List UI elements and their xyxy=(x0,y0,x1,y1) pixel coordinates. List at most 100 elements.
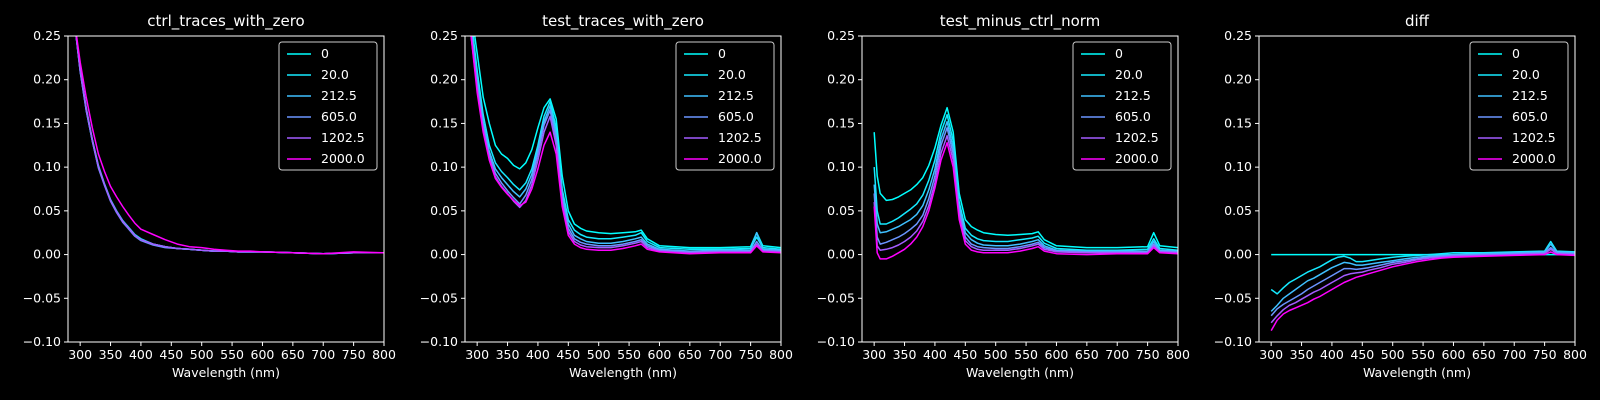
series-line-2000.0 xyxy=(75,36,384,255)
x-tick-label: 650 xyxy=(1075,347,1099,362)
x-tick-label: 750 xyxy=(1533,347,1557,362)
series-line-1202.5 xyxy=(873,134,1178,254)
legend-label: 2000.0 xyxy=(1115,151,1159,166)
x-tick-label: 300 xyxy=(465,347,489,362)
chart-title: diff xyxy=(1405,12,1430,30)
x-tick-label: 350 xyxy=(893,347,917,362)
x-tick-label: 400 xyxy=(129,347,153,362)
axes-frame xyxy=(1258,35,1576,343)
x-tick-label: 350 xyxy=(99,347,123,362)
x-tick-label: 500 xyxy=(984,347,1008,362)
y-tick-label: 0.05 xyxy=(827,203,855,218)
x-tick-label: 550 xyxy=(1411,347,1435,362)
x-tick-label: 600 xyxy=(1442,347,1466,362)
y-tick-label: 0.05 xyxy=(1224,203,1252,218)
y-tick-label: 0.15 xyxy=(33,115,61,130)
x-tick-label: 450 xyxy=(556,347,580,362)
series-line-20.0 xyxy=(472,36,781,251)
x-tick-label: 550 xyxy=(220,347,244,362)
legend-label: 212.5 xyxy=(321,88,357,103)
legend-label: 1202.5 xyxy=(321,130,365,145)
y-tick-label: 0.20 xyxy=(827,72,855,87)
x-axis-label: Wavelength (nm) xyxy=(1363,365,1471,380)
y-tick-label: 0.05 xyxy=(33,203,61,218)
x-tick-label: 550 xyxy=(617,347,641,362)
legend-label: 1202.5 xyxy=(1512,130,1556,145)
legend-label: 0 xyxy=(321,46,329,61)
chart-title: test_traces_with_zero xyxy=(542,12,704,31)
y-tick-label: 0.00 xyxy=(827,247,855,262)
series-group xyxy=(470,36,781,255)
series-line-0 xyxy=(873,106,1178,249)
series-line-212.5 xyxy=(471,36,781,252)
y-tick-label: 0.15 xyxy=(827,115,855,130)
x-tick-label: 800 xyxy=(1166,347,1190,362)
x-tick-label: 400 xyxy=(1320,347,1344,362)
x-tick-label: 750 xyxy=(1136,347,1160,362)
y-tick-label: −0.10 xyxy=(1214,334,1252,349)
series-line-2000.0 xyxy=(873,141,1178,260)
x-tick-label: 450 xyxy=(1350,347,1374,362)
series-group xyxy=(1270,240,1575,331)
chart-panel-1: ctrl_traces_with_zero −0.10 −0.05 0.00 0.05 0… xyxy=(23,12,396,380)
y-tick-label: 0.20 xyxy=(1224,72,1252,87)
axes-frame xyxy=(861,35,1179,343)
y-tick-label: −0.05 xyxy=(420,290,458,305)
legend-label: 2000.0 xyxy=(1512,151,1556,166)
legend: 0 20.0 212.5 605.0 1202.5 2000.0 xyxy=(278,41,378,171)
x-tick-label: 800 xyxy=(769,347,793,362)
x-tick-label: 650 xyxy=(281,347,305,362)
x-tick-label: 300 xyxy=(68,347,92,362)
x-tick-label: 450 xyxy=(953,347,977,362)
x-tick-label: 600 xyxy=(251,347,275,362)
chart-panel-2: test_traces_with_zero −0.10 −0.05 0.00 0.05 0… xyxy=(420,12,793,380)
legend-label: 20.0 xyxy=(321,67,349,82)
series-line-605.0 xyxy=(873,127,1178,253)
x-axis-label: Wavelength (nm) xyxy=(569,365,677,380)
x-tick-label: 700 xyxy=(708,347,732,362)
chart-panel-4: diff −0.10 −0.05 0.00 0.05 0.10 0.15 0.20 0.25 30… xyxy=(1214,12,1587,380)
legend-label: 212.5 xyxy=(1115,88,1151,103)
series-line-2000.0 xyxy=(470,36,781,255)
legend-label: 20.0 xyxy=(1512,67,1540,82)
chart-title: test_minus_ctrl_norm xyxy=(940,12,1101,31)
legend-label: 20.0 xyxy=(1115,67,1143,82)
legend: 0 20.0 212.5 605.0 1202.5 2000.0 xyxy=(675,41,775,171)
x-tick-label: 500 xyxy=(587,347,611,362)
x-tick-label: 650 xyxy=(1472,347,1496,362)
y-tick-label: −0.05 xyxy=(817,290,855,305)
axes-frame xyxy=(464,35,782,343)
legend-label: 1202.5 xyxy=(1115,130,1159,145)
x-tick-label: 300 xyxy=(1259,347,1283,362)
legend-label: 0 xyxy=(718,46,726,61)
y-tick-label: 0.25 xyxy=(430,28,458,43)
y-tick-label: 0.20 xyxy=(33,72,61,87)
x-tick-label: 500 xyxy=(1381,347,1405,362)
legend-label: 605.0 xyxy=(718,109,754,124)
y-tick-label: −0.10 xyxy=(23,334,61,349)
x-tick-label: 700 xyxy=(311,347,335,362)
legend-label: 20.0 xyxy=(718,67,746,82)
legend-label: 0 xyxy=(1512,46,1520,61)
legend-label: 212.5 xyxy=(718,88,754,103)
x-tick-label: 700 xyxy=(1105,347,1129,362)
y-tick-label: 0.00 xyxy=(430,247,458,262)
y-tick-label: 0.15 xyxy=(1224,115,1252,130)
series-line-20.0 xyxy=(873,113,1178,251)
chart-title: ctrl_traces_with_zero xyxy=(147,12,304,31)
x-axis-label: Wavelength (nm) xyxy=(966,365,1074,380)
y-tick-label: 0.05 xyxy=(430,203,458,218)
series-line-0 xyxy=(473,36,781,249)
axes-frame xyxy=(67,35,385,343)
x-tick-label: 500 xyxy=(190,347,214,362)
x-tick-label: 650 xyxy=(678,347,702,362)
y-tick-label: 0.10 xyxy=(827,159,855,174)
series-group xyxy=(873,106,1178,260)
y-tick-label: −0.10 xyxy=(817,334,855,349)
x-tick-label: 350 xyxy=(496,347,520,362)
x-tick-label: 300 xyxy=(862,347,886,362)
y-tick-label: 0.20 xyxy=(430,72,458,87)
y-tick-label: 0.25 xyxy=(33,28,61,43)
y-tick-label: 0.15 xyxy=(430,115,458,130)
